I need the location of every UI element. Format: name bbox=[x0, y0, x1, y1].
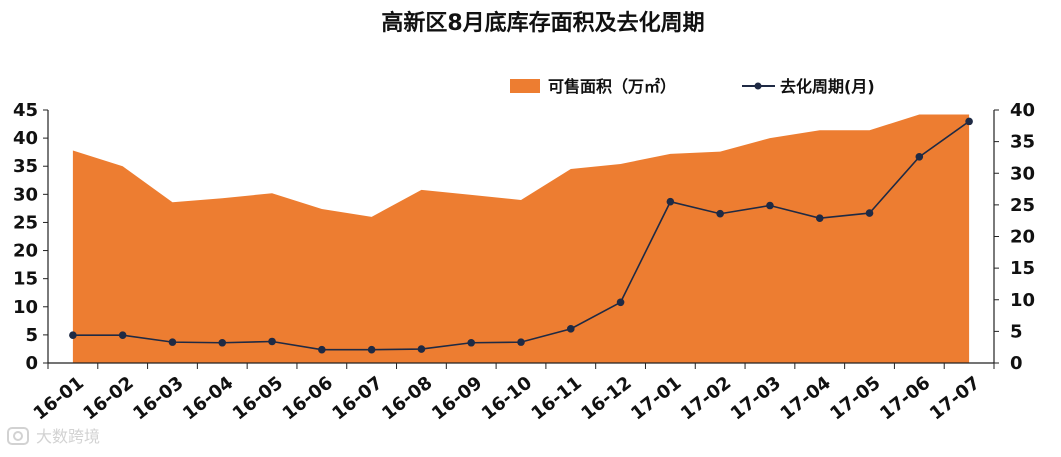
y-left-tick-label: 35 bbox=[13, 156, 38, 177]
line-point bbox=[865, 209, 874, 217]
legend-swatch-area bbox=[510, 79, 540, 93]
x-tick-label: 16-05 bbox=[229, 372, 287, 424]
legend-label-area: 可售面积（万㎡） bbox=[548, 77, 676, 96]
line-point bbox=[666, 197, 675, 206]
x-tick-label: 16-09 bbox=[428, 372, 486, 424]
legend: 可售面积（万㎡） 去化周期(月) bbox=[510, 77, 875, 96]
legend-marker-line bbox=[754, 82, 762, 90]
x-tick-label: 16-11 bbox=[528, 372, 586, 424]
x-tick-label: 16-02 bbox=[79, 372, 137, 424]
y-left-tick-label: 5 bbox=[25, 325, 38, 346]
line-point bbox=[517, 338, 525, 346]
y-right-tick-label: 0 bbox=[1010, 353, 1023, 374]
y-left-tick-label: 40 bbox=[13, 128, 38, 149]
legend-label-line: 去化周期(月) bbox=[780, 77, 875, 96]
y-right-tick-label: 30 bbox=[1010, 163, 1035, 184]
line-point bbox=[367, 345, 376, 354]
x-tick-label: 16-03 bbox=[129, 372, 187, 424]
y-right-tick-label: 20 bbox=[1010, 227, 1035, 248]
x-tick-label: 17-05 bbox=[826, 372, 884, 424]
line-point bbox=[69, 331, 77, 339]
line-point bbox=[815, 214, 824, 222]
line-point bbox=[318, 345, 326, 354]
line-point bbox=[417, 345, 426, 353]
line-point bbox=[268, 337, 276, 346]
y-left-tick-label: 15 bbox=[13, 269, 38, 290]
y-left-tick-label: 45 bbox=[13, 100, 38, 121]
plot-area: 051015202530354045051015202530354016-011… bbox=[13, 100, 1035, 424]
y-right-tick-label: 35 bbox=[1010, 132, 1035, 153]
x-tick-label: 17-06 bbox=[876, 372, 934, 424]
area-series-sellable-area bbox=[72, 114, 970, 364]
y-right-tick-label: 25 bbox=[1010, 195, 1035, 216]
line-point bbox=[616, 298, 625, 307]
y-left-tick-label: 30 bbox=[13, 184, 38, 205]
line-point bbox=[965, 117, 973, 126]
y-left-tick-label: 25 bbox=[13, 212, 38, 233]
y-left-tick-label: 0 bbox=[25, 353, 38, 374]
x-tick-label: 16-04 bbox=[179, 372, 237, 424]
x-tick-label: 17-02 bbox=[677, 372, 735, 424]
x-tick-label: 16-07 bbox=[328, 372, 386, 424]
y-right-tick-label: 15 bbox=[1010, 258, 1035, 279]
x-tick-label: 16-12 bbox=[577, 372, 635, 424]
watermark: 大数跨境 bbox=[7, 427, 100, 446]
x-tick-label: 16-06 bbox=[279, 372, 337, 424]
x-tick-label: 17-07 bbox=[926, 372, 984, 424]
line-point bbox=[118, 331, 127, 339]
watermark-text: 大数跨境 bbox=[36, 427, 100, 446]
x-tick-label: 17-04 bbox=[777, 372, 835, 424]
y-right-tick-label: 40 bbox=[1010, 100, 1035, 121]
line-point bbox=[716, 209, 724, 218]
x-tick-label: 16-08 bbox=[378, 372, 436, 424]
camera-icon bbox=[7, 427, 29, 445]
line-point bbox=[915, 153, 924, 161]
line-point bbox=[566, 325, 575, 333]
x-tick-label: 17-01 bbox=[627, 372, 685, 424]
x-tick-label: 16-10 bbox=[478, 372, 536, 424]
chart-title: 高新区8月底库存面积及去化周期 bbox=[381, 10, 704, 36]
y-left-tick-label: 10 bbox=[13, 297, 38, 318]
line-point bbox=[467, 338, 476, 347]
line-point bbox=[168, 338, 177, 346]
x-tick-label: 16-01 bbox=[30, 372, 88, 424]
x-tick-label: 17-03 bbox=[727, 372, 785, 424]
line-point bbox=[766, 201, 774, 210]
line-point bbox=[218, 338, 227, 347]
y-right-tick-label: 5 bbox=[1010, 321, 1023, 342]
y-right-tick-label: 10 bbox=[1010, 290, 1035, 311]
y-left-tick-label: 20 bbox=[13, 241, 38, 262]
